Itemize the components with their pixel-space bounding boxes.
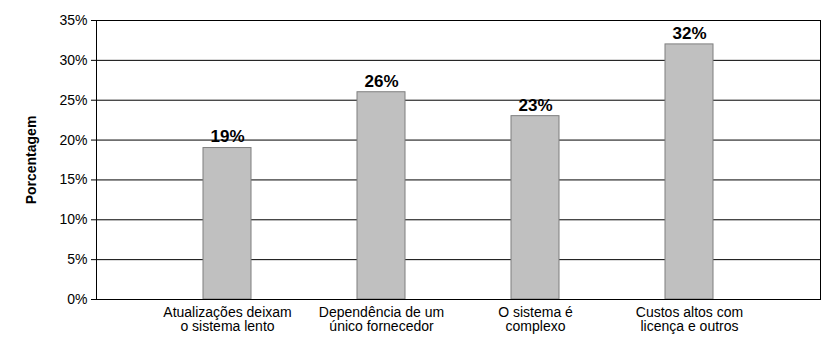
svg-text:15%: 15% — [59, 171, 87, 187]
svg-text:25%: 25% — [59, 92, 87, 108]
svg-text:30%: 30% — [59, 52, 87, 68]
svg-text:5%: 5% — [67, 251, 87, 267]
svg-text:0%: 0% — [67, 291, 87, 307]
svg-text:O sistema écomplexo: O sistema écomplexo — [498, 304, 573, 334]
svg-text:35%: 35% — [59, 12, 87, 28]
svg-text:26%: 26% — [364, 72, 398, 91]
svg-text:Porcentagem: Porcentagem — [23, 116, 39, 205]
svg-text:23%: 23% — [518, 96, 552, 115]
svg-text:Dependência de umúnico fornece: Dependência de umúnico fornecedor — [319, 304, 444, 334]
svg-text:19%: 19% — [210, 127, 244, 146]
svg-text:10%: 10% — [59, 211, 87, 227]
svg-text:20%: 20% — [59, 132, 87, 148]
svg-text:32%: 32% — [672, 24, 706, 43]
svg-text:Atualizações deixamo sistema l: Atualizações deixamo sistema lento — [163, 304, 291, 334]
svg-text:Custos altos comlicença e outr: Custos altos comlicença e outros — [636, 304, 743, 334]
